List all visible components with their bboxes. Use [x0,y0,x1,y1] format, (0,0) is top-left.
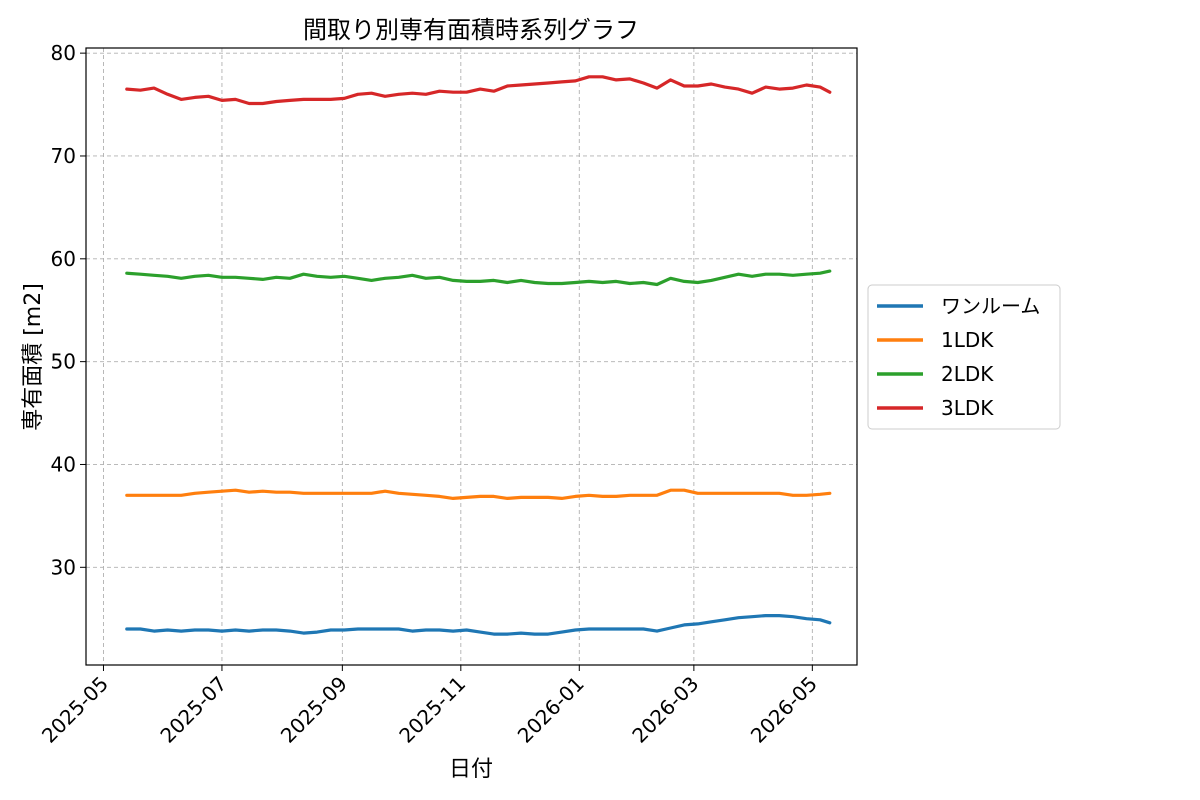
y-tick-label: 60 [51,247,76,271]
y-tick-label: 70 [51,144,76,168]
series-line-3 [125,75,832,106]
plot-area [85,47,858,666]
series-lines [125,75,832,636]
series-line-2 [125,269,832,287]
legend-label-0: ワンルーム [941,294,1040,318]
y-tick-label: 30 [51,555,76,579]
chart-title: 間取り別専有面積時系列グラフ [303,16,639,44]
plot-frame [85,47,858,666]
legend-label-3: 3LDK [941,396,994,420]
grid [86,48,857,665]
series-line-0 [125,613,832,636]
plot-background [86,48,857,665]
y-axis-title: 専有面積 [m2] [21,283,46,431]
y-tick-label: 40 [51,452,76,476]
y-axis: 30 40 50 60 70 80 [51,41,86,579]
x-axis-title: 日付 [449,757,493,782]
legend-label-1: 1LDK [941,328,994,352]
series-line-1 [125,488,832,500]
legend-label-2: 2LDK [941,362,994,386]
legend: ワンルーム 1LDK 2LDK 3LDK [867,284,1061,430]
y-tick-label: 80 [51,41,76,65]
y-tick-label: 50 [51,350,76,374]
legend-frame [867,284,1061,430]
